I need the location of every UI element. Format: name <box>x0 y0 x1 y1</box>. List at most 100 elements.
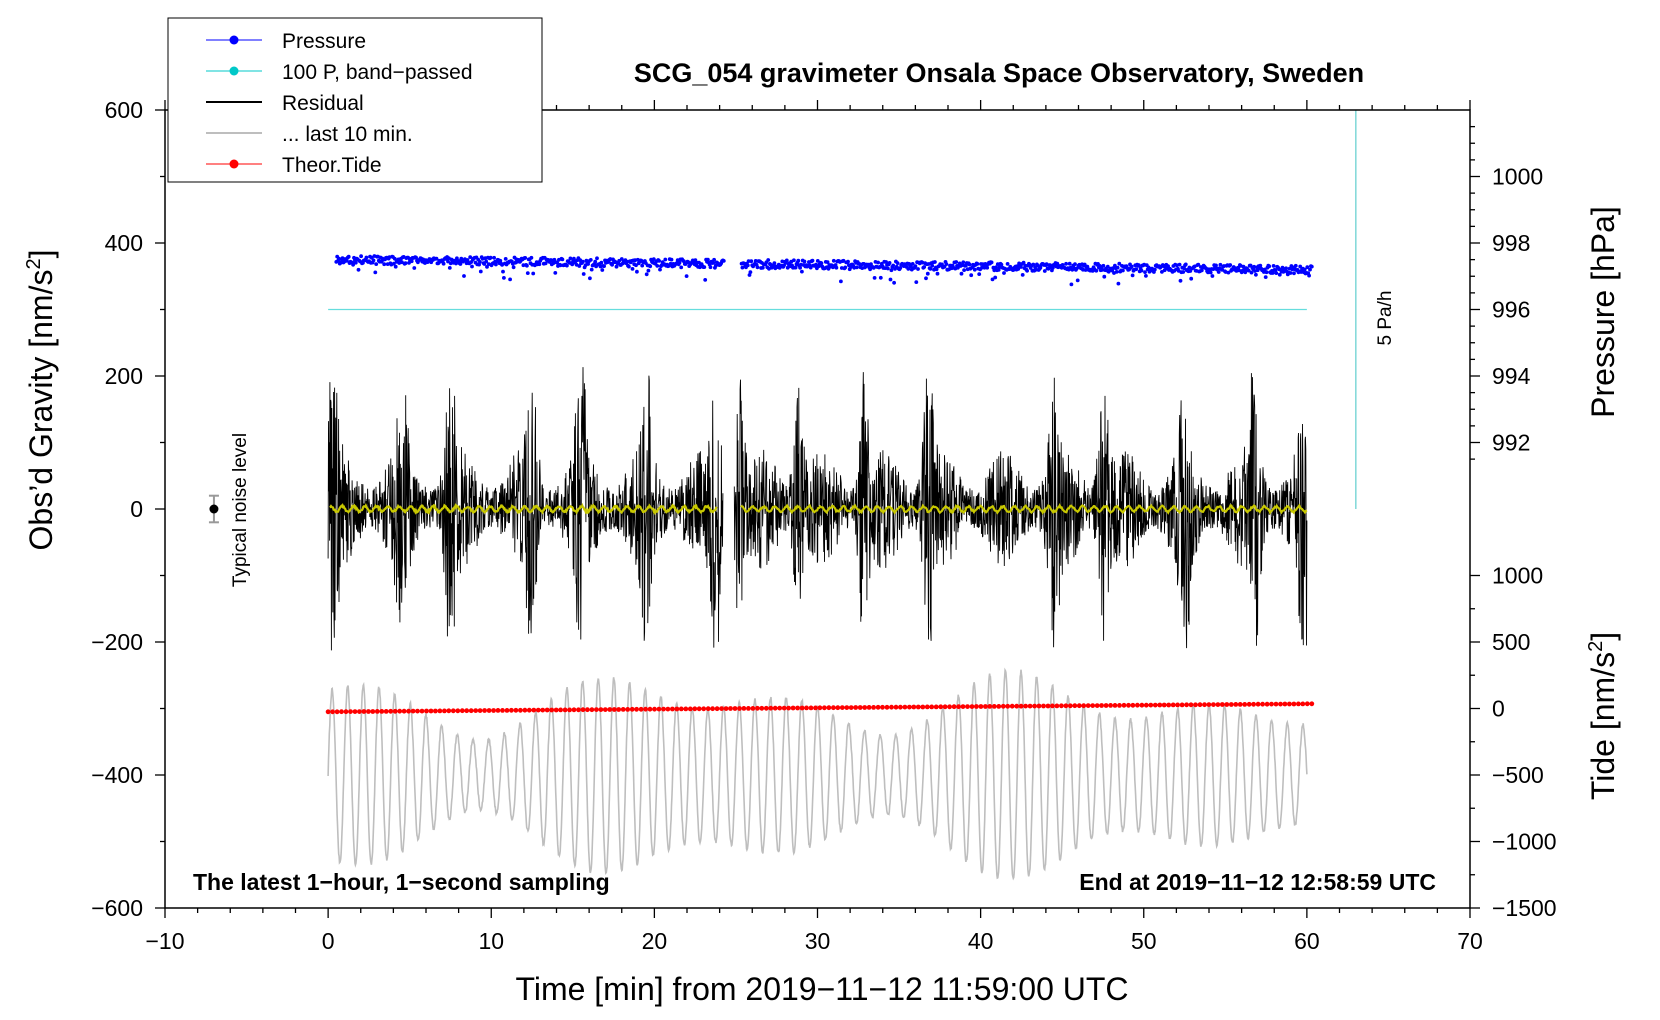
pressure-point <box>669 257 674 262</box>
pressure-point <box>668 261 673 266</box>
theor-tide-point <box>482 708 487 713</box>
pressure-point <box>560 257 565 262</box>
smoothed-residual-line-2 <box>740 502 1308 516</box>
pressure-point <box>1271 264 1276 268</box>
theor-tide-point <box>1184 702 1189 708</box>
pressure-point <box>969 273 974 278</box>
theor-tide-point <box>1094 703 1100 708</box>
theor-tide-point <box>1237 702 1243 707</box>
theor-tide-point <box>1063 703 1069 709</box>
pressure-point <box>351 262 355 267</box>
theor-tide-point <box>491 708 496 713</box>
pressure-point <box>1249 270 1254 275</box>
pressure-point <box>888 277 893 282</box>
pressure-point <box>993 275 998 280</box>
pressure-point <box>747 273 752 277</box>
theor-tide-point <box>428 708 434 714</box>
pressure-point <box>470 264 474 269</box>
plot-frame-layer: −10 0 10 20 30 40 50 60 70 −600 −400 −200 0 200 400 600… <box>91 97 1556 954</box>
pressure-point <box>1144 274 1148 278</box>
theor-tide-point <box>1197 702 1203 708</box>
pressure-point <box>498 258 503 263</box>
theor-tide-point <box>620 707 626 712</box>
pressure-point <box>1218 262 1223 267</box>
pressure-point <box>484 259 489 264</box>
theor-tide-point <box>580 707 586 713</box>
theor-tide-point <box>1287 701 1292 707</box>
pressure-point <box>898 266 903 270</box>
tide-tick-label: −1500 <box>1492 895 1557 921</box>
pressure-point <box>382 262 387 267</box>
theor-tide-point <box>924 704 930 710</box>
pressure-point <box>658 267 662 272</box>
pressure-point <box>588 276 592 281</box>
theor-tide-point <box>1304 701 1310 707</box>
theor-tide-point <box>1193 702 1198 708</box>
theor-tide-point <box>1045 703 1051 709</box>
pressure-point <box>721 259 726 263</box>
theor-tide-point <box>1018 703 1024 709</box>
pressure-point <box>553 271 558 275</box>
theor-tide-point <box>665 706 671 712</box>
theor-tide-point <box>920 704 926 710</box>
pressure-point <box>872 276 877 280</box>
theor-tide-point <box>1050 703 1055 709</box>
theor-tide-point <box>500 708 505 713</box>
theor-tide-point <box>947 704 952 710</box>
theor-tide-point <box>540 707 546 713</box>
pressure-point <box>1023 263 1028 268</box>
y-axis-title-tide-sup: 2 <box>1585 641 1607 652</box>
pressure-point <box>640 263 645 268</box>
theor-tide-point <box>611 707 617 712</box>
x-tick-label: 0 <box>322 928 335 954</box>
x-axis-title: Time [min] from 2019−11−12 11:59:00 UTC <box>515 971 1128 1007</box>
x-tick-label: 60 <box>1294 928 1320 954</box>
y-tick-label: 200 <box>105 363 143 389</box>
noise-level-point <box>209 504 219 514</box>
theor-tide-point <box>1269 701 1274 707</box>
theor-tide-point <box>674 706 680 712</box>
theor-tide-point <box>419 708 425 714</box>
pressure-point <box>1102 274 1107 279</box>
theor-tide-point <box>956 704 961 710</box>
theor-tide-point <box>388 708 394 714</box>
pressure-point <box>345 259 349 263</box>
theor-tide-point <box>701 706 707 712</box>
theor-tide-point <box>1121 702 1127 708</box>
theor-tide-point <box>951 704 957 710</box>
pressure-point <box>967 262 972 267</box>
tide-tick-label: −1000 <box>1492 829 1557 855</box>
pressure-point <box>793 265 798 270</box>
pressure-point <box>1075 278 1080 283</box>
pressure-point <box>409 259 414 264</box>
pressure-point <box>1020 273 1025 277</box>
theor-tide-point <box>983 704 988 709</box>
pressure-point <box>994 265 998 270</box>
theor-tide-point <box>392 708 398 714</box>
theor-tide-point <box>1300 701 1306 707</box>
theor-tide-point <box>1278 701 1283 707</box>
theor-tide-point <box>746 706 751 711</box>
pressure-point <box>1094 268 1099 273</box>
theor-tide-point <box>862 705 868 710</box>
pressure-point <box>1005 262 1010 266</box>
pressure-point <box>935 271 940 276</box>
pressure-point <box>985 265 990 270</box>
theor-tide-point <box>1126 702 1131 708</box>
pressure-point <box>913 264 918 268</box>
pressure-point <box>990 277 995 282</box>
pressure-point <box>1182 266 1186 271</box>
theor-tide-point <box>352 709 358 714</box>
theor-tide-point <box>1085 703 1091 708</box>
pressure-point <box>1114 270 1119 274</box>
pressure-point <box>954 260 959 264</box>
theor-tide-point <box>1170 702 1176 708</box>
chart-text-layer: SCG_054 gravimeter Onsala Space Observat… <box>23 58 1621 1007</box>
y-tick-label: −200 <box>91 629 143 655</box>
theor-tide-point <box>1027 703 1033 709</box>
pressure-point <box>1121 268 1125 273</box>
pressure-point <box>655 264 660 268</box>
theor-tide-point <box>768 705 774 711</box>
pressure-point <box>465 258 470 262</box>
pressure-point <box>374 262 379 266</box>
